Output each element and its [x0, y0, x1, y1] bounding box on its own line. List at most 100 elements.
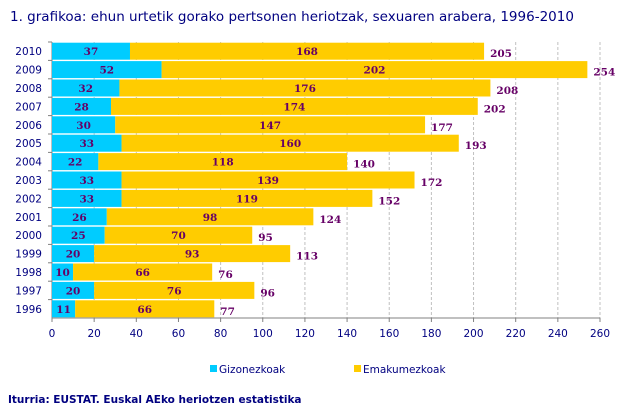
x-tick-label: 20 — [87, 328, 100, 340]
total-label: 140 — [353, 159, 375, 171]
bar-gizonezkoak — [52, 263, 74, 281]
y-tick-label: 1999 — [15, 249, 42, 261]
data-label: 98 — [203, 212, 218, 224]
bar-emakumezkoak — [94, 281, 255, 299]
bar-emakumezkoak — [98, 153, 348, 171]
bar-emakumezkoak — [111, 97, 478, 115]
total-label: 172 — [421, 177, 443, 189]
x-tick-label: 240 — [548, 328, 568, 340]
y-tick-label: 2000 — [15, 230, 42, 242]
data-label: 70 — [171, 230, 186, 242]
data-label: 11 — [56, 304, 71, 316]
data-label: 52 — [99, 65, 114, 77]
total-label: 96 — [260, 287, 275, 299]
data-label: 160 — [279, 138, 301, 150]
total-label: 254 — [593, 67, 615, 79]
y-tick-label: 2005 — [15, 138, 42, 150]
data-label: 168 — [296, 46, 318, 58]
data-label: 139 — [257, 175, 279, 187]
y-tick-label: 2010 — [15, 46, 42, 58]
total-label: 202 — [484, 103, 506, 115]
x-tick-label: 140 — [337, 328, 357, 340]
data-label: 174 — [283, 101, 305, 113]
data-label: 22 — [68, 157, 83, 169]
bar-gizonezkoak — [52, 97, 112, 115]
y-tick-label: 2002 — [15, 193, 42, 205]
bar-gizonezkoak — [52, 300, 76, 318]
data-label: 66 — [135, 267, 150, 279]
data-label: 76 — [167, 285, 182, 297]
data-label: 176 — [294, 83, 316, 95]
x-tick-label: 260 — [590, 328, 610, 340]
y-tick-label: 1998 — [15, 267, 42, 279]
y-tick-label: 2003 — [15, 175, 42, 187]
bar-emakumezkoak — [121, 171, 415, 189]
data-label: 119 — [236, 193, 258, 205]
total-label: 177 — [431, 122, 453, 134]
y-tick-label: 2001 — [15, 212, 42, 224]
bar-gizonezkoak — [52, 153, 99, 171]
bar-gizonezkoak — [52, 61, 162, 79]
bar-emakumezkoak — [106, 208, 314, 226]
y-tick-label: 2006 — [15, 120, 42, 132]
data-label: 93 — [185, 249, 200, 261]
x-tick-label: 160 — [379, 328, 399, 340]
x-tick-label: 180 — [421, 328, 441, 340]
legend-label: Emakumezkoak — [363, 364, 446, 376]
total-label: 193 — [465, 140, 487, 152]
bar-gizonezkoak — [52, 134, 122, 152]
data-label: 33 — [79, 193, 94, 205]
data-label: 10 — [55, 267, 70, 279]
bar-emakumezkoak — [121, 134, 459, 152]
legend-label: Gizonezkoak — [219, 364, 286, 376]
bar-gizonezkoak — [52, 189, 122, 207]
bar-emakumezkoak — [104, 226, 253, 244]
bar-gizonezkoak — [52, 42, 130, 60]
data-label: 147 — [259, 120, 281, 132]
y-tick-label: 1997 — [15, 285, 42, 297]
data-label: 28 — [74, 101, 89, 113]
bar-emakumezkoak — [115, 116, 426, 134]
data-label: 37 — [84, 46, 99, 58]
legend-swatch — [354, 365, 361, 372]
x-tick-label: 40 — [130, 328, 143, 340]
x-tick-label: 80 — [214, 328, 227, 340]
y-tick-label: 2009 — [15, 65, 42, 77]
data-label: 202 — [364, 65, 386, 77]
data-label: 118 — [212, 157, 234, 169]
bar-gizonezkoak — [52, 281, 95, 299]
data-label: 20 — [66, 249, 81, 261]
total-label: 124 — [319, 214, 341, 226]
data-label: 30 — [76, 120, 91, 132]
total-label: 76 — [218, 269, 233, 281]
y-tick-label: 2007 — [15, 101, 42, 113]
bar-gizonezkoak — [52, 171, 122, 189]
total-label: 113 — [296, 251, 318, 263]
bar-emakumezkoak — [119, 79, 491, 97]
total-label: 152 — [378, 195, 400, 207]
source-note: Iturria: EUSTAT. Euskal AEko heriotzen e… — [8, 394, 302, 406]
bar-gizonezkoak — [52, 208, 107, 226]
bar-gizonezkoak — [52, 226, 105, 244]
bar-emakumezkoak — [73, 263, 213, 281]
bar-gizonezkoak — [52, 116, 116, 134]
data-label: 32 — [78, 83, 93, 95]
total-label: 95 — [258, 232, 273, 244]
data-label: 25 — [71, 230, 86, 242]
y-tick-label: 2004 — [15, 157, 42, 169]
y-tick-label: 2008 — [15, 83, 42, 95]
total-label: 208 — [496, 85, 518, 97]
y-tick-label: 1996 — [15, 304, 42, 316]
total-label: 205 — [490, 48, 512, 60]
data-label: 66 — [137, 304, 152, 316]
bar-emakumezkoak — [129, 42, 485, 60]
x-tick-label: 60 — [172, 328, 185, 340]
x-tick-label: 0 — [49, 328, 56, 340]
data-label: 20 — [66, 285, 81, 297]
bar-emakumezkoak — [75, 300, 215, 318]
chart-title: 1. grafikoa: ehun urtetik gorako pertson… — [10, 9, 574, 25]
bar-gizonezkoak — [52, 79, 120, 97]
x-tick-label: 120 — [295, 328, 315, 340]
